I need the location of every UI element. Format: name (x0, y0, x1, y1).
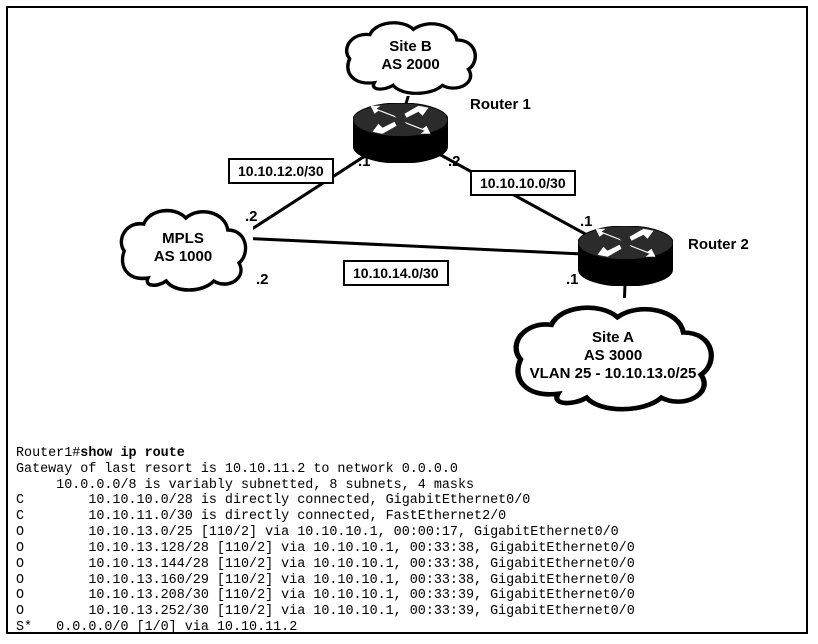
link0-to-ip: .2 (245, 208, 258, 225)
cloud-site-a: Site A AS 3000 VLAN 25 - 10.10.13.0/25 (503, 298, 723, 413)
link1-to-ip: .1 (580, 213, 593, 230)
router-1-label: Router 1 (470, 96, 531, 113)
cli-line: S* 0.0.0.0/0 [1/0] via 10.10.11.2 (16, 620, 297, 635)
cli-line: O 10.10.13.252/30 [110/2] via 10.10.10.1… (16, 604, 635, 619)
cli-line: O 10.10.13.208/30 [110/2] via 10.10.10.1… (16, 588, 635, 603)
cli-prompt: Router1# (16, 446, 80, 461)
cli-line: O 10.10.13.160/29 [110/2] via 10.10.10.1… (16, 573, 635, 588)
subnet-label-14: 10.10.14.0/30 (343, 260, 449, 286)
cli-line: O 10.10.13.128/28 [110/2] via 10.10.10.1… (16, 541, 635, 556)
cli-line: Gateway of last resort is 10.10.11.2 to … (16, 462, 458, 477)
cli-line: O 10.10.13.144/28 [110/2] via 10.10.10.1… (16, 557, 635, 572)
link2-from-ip: .2 (256, 271, 269, 288)
cli-output: Router1#show ip route Gateway of last re… (16, 446, 802, 636)
cloud-site-a-line2: AS 3000 (584, 347, 642, 365)
router-2-label: Router 2 (688, 236, 749, 253)
network-diagram: Site B AS 2000 MPLS AS 1000 Site A AS 30… (8, 8, 806, 438)
cloud-site-b-line1: Site B (389, 38, 432, 56)
subnet-label-10: 10.10.10.0/30 (470, 170, 576, 196)
cli-line: O 10.10.13.0/25 [110/2] via 10.10.10.1, … (16, 525, 619, 540)
cli-line: C 10.10.11.0/30 is directly connected, F… (16, 509, 506, 524)
cloud-mpls-line2: AS 1000 (154, 248, 212, 266)
cli-line: 10.0.0.0/8 is variably subnetted, 8 subn… (16, 478, 474, 493)
router-2-icon (578, 226, 673, 291)
cloud-site-a-line3: VLAN 25 - 10.10.13.0/25 (530, 365, 697, 383)
cloud-mpls: MPLS AS 1000 (113, 203, 253, 293)
cli-command: show ip route (80, 446, 184, 461)
link1-from-ip: .2 (448, 153, 461, 170)
cloud-site-a-line1: Site A (592, 329, 634, 347)
subnet-label-12: 10.10.12.0/30 (228, 158, 334, 184)
cloud-mpls-line1: MPLS (162, 230, 204, 248)
cloud-site-b: Site B AS 2000 (338, 16, 483, 96)
cli-line: C 10.10.10.0/28 is directly connected, G… (16, 493, 530, 508)
link2-to-ip: .1 (566, 271, 579, 288)
link0-from-ip: .1 (358, 153, 371, 170)
cloud-site-b-line2: AS 2000 (381, 56, 439, 74)
